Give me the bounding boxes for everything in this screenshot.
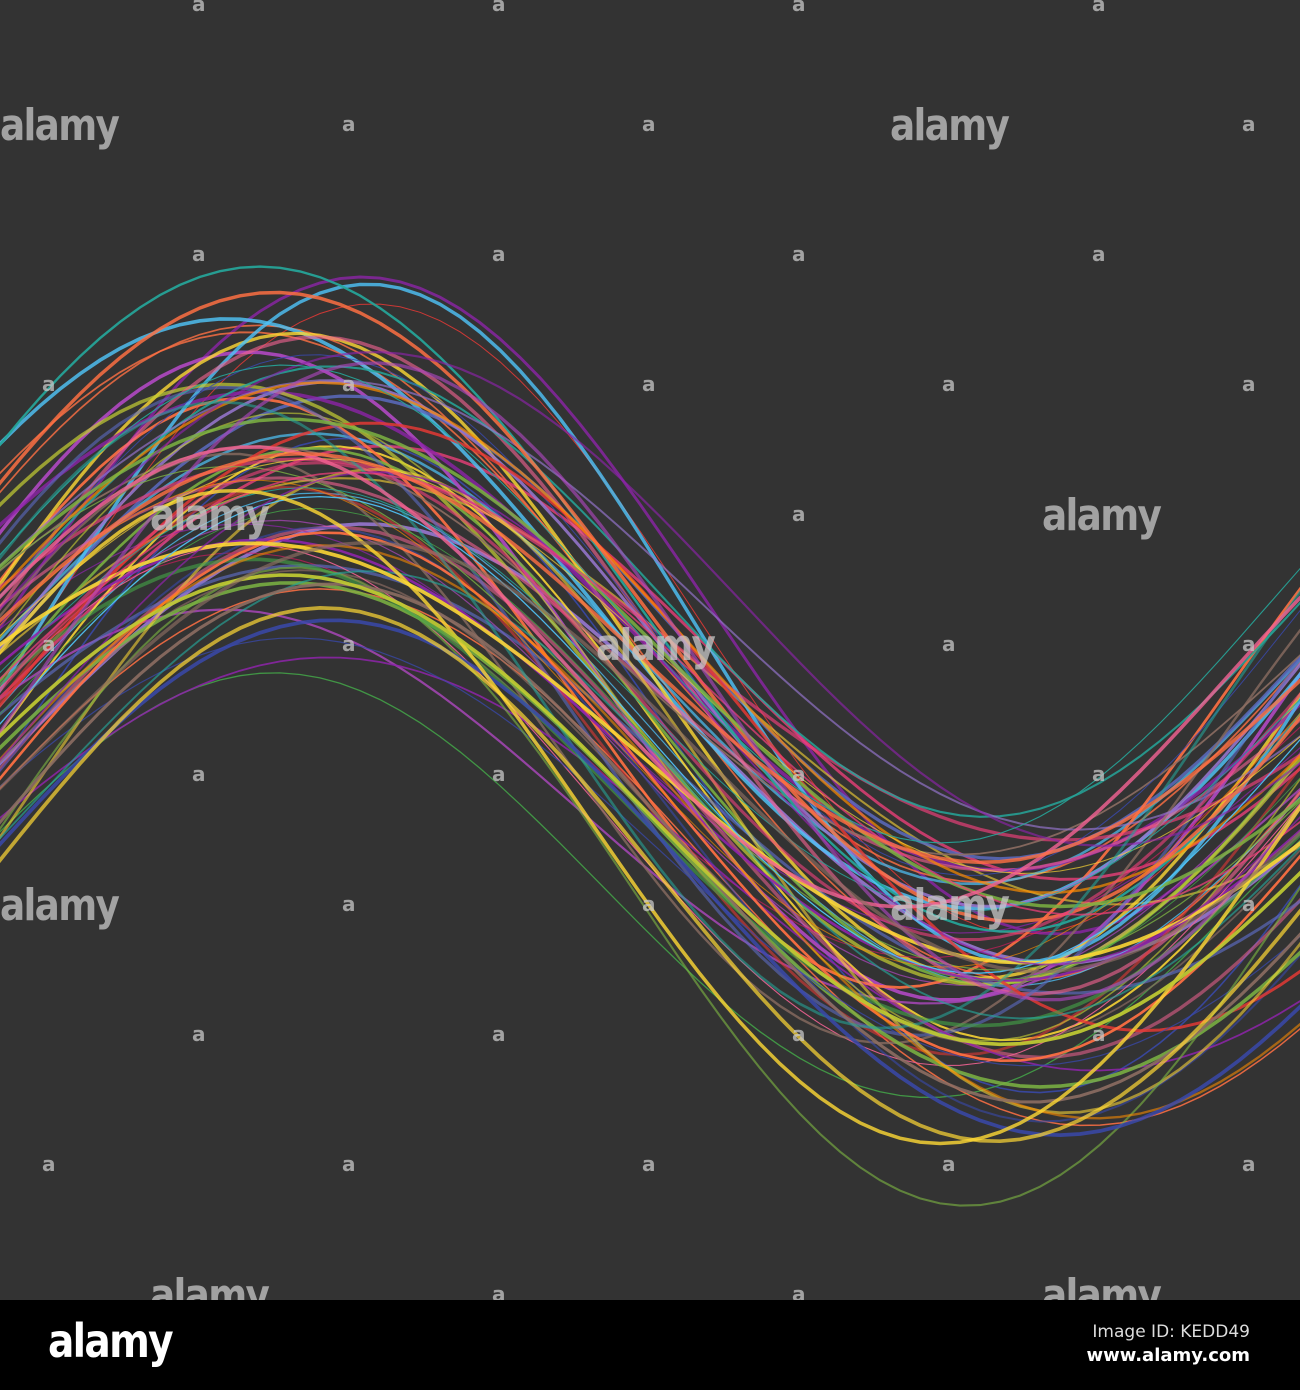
watermark-mark: a — [1092, 242, 1106, 266]
watermark-mark: a — [792, 242, 806, 266]
wave-line — [0, 495, 1300, 974]
abstract-wave-artwork: alamy alamy alamy alamy alamy alamy alamy alamy… — [0, 0, 1300, 1321]
wave-line — [0, 606, 1300, 1144]
watermark-mark: a — [1092, 0, 1106, 16]
wave-line — [0, 471, 1300, 966]
wave-line — [0, 417, 1300, 909]
watermark-mark: a — [792, 762, 806, 786]
watermark-mark: a — [792, 0, 806, 16]
wave-line — [0, 582, 1300, 1104]
wave-line — [0, 350, 1300, 848]
watermark-mark: a — [642, 892, 656, 916]
wave-line — [0, 588, 1300, 1127]
watermark-mark: a — [192, 1022, 206, 1046]
wave-line — [0, 637, 1300, 1067]
wave-line — [0, 458, 1300, 874]
watermark-logo: alamy — [596, 620, 716, 671]
wave-line — [0, 445, 1300, 909]
watermark-mark: a — [492, 1022, 506, 1046]
watermark-logo: alamy — [1042, 490, 1162, 541]
watermark-mark: a — [192, 762, 206, 786]
watermark-mark: a — [1242, 112, 1256, 136]
watermark-logo: alamy — [890, 100, 1010, 151]
watermark-mark: a — [642, 372, 656, 396]
watermark-mark: a — [342, 892, 356, 916]
wave-line — [0, 364, 1300, 844]
wave-line — [0, 361, 1300, 1002]
watermark-mark: a — [192, 242, 206, 266]
watermark-mark: a — [1242, 892, 1256, 916]
alamy-logo: alamy — [48, 1314, 174, 1368]
watermark-mark: a — [642, 112, 656, 136]
wave-line — [0, 581, 1300, 1089]
watermark-mark: a — [342, 372, 356, 396]
site-url: www.alamy.com — [1086, 1345, 1250, 1366]
wave-line — [0, 379, 1300, 831]
wave-line — [0, 471, 1300, 916]
watermark-mark: a — [1092, 1022, 1106, 1046]
wave-line — [0, 461, 1300, 942]
watermark-mark: a — [342, 632, 356, 656]
wave-line — [0, 479, 1300, 968]
watermark-mark: a — [1092, 762, 1106, 786]
footer-bar: alamy Image ID: KEDD49 www.alamy.com — [0, 1300, 1300, 1390]
watermark-mark: a — [1242, 372, 1256, 396]
watermark-mark: a — [942, 632, 956, 656]
watermark-mark: a — [1242, 1152, 1256, 1176]
wave-line — [0, 265, 1300, 933]
watermark-logo: alamy — [890, 880, 1010, 931]
watermark-mark: a — [492, 242, 506, 266]
wave-line — [0, 618, 1300, 1137]
watermark-mark: a — [792, 502, 806, 526]
watermark-mark: a — [492, 0, 506, 16]
wave-line — [0, 570, 1300, 1020]
watermark-logo: alamy — [0, 880, 120, 931]
watermark-mark: a — [492, 762, 506, 786]
wave-lines — [0, 265, 1300, 1207]
watermark-mark: a — [192, 0, 206, 16]
watermark-mark: a — [642, 1152, 656, 1176]
wave-line — [0, 488, 1300, 1146]
watermark-mark: a — [342, 1152, 356, 1176]
watermark-mark: a — [942, 1152, 956, 1176]
wave-line — [0, 541, 1300, 965]
wave-line — [0, 573, 1300, 1047]
wave-line — [0, 541, 1300, 974]
watermark-logo: alamy — [150, 490, 270, 541]
watermark-mark: a — [342, 112, 356, 136]
watermark-mark: a — [42, 372, 56, 396]
watermark-mark: a — [1242, 632, 1256, 656]
watermark-logo: alamy — [0, 100, 120, 151]
wave-line — [0, 672, 1300, 1098]
image-id: Image ID: KEDD49 — [1092, 1322, 1250, 1342]
watermark-mark: a — [792, 1022, 806, 1046]
wave-line — [0, 303, 1300, 935]
wave-line — [0, 400, 1300, 1030]
wave-line — [0, 487, 1300, 912]
wave-line — [0, 566, 1300, 1207]
watermark-mark: a — [942, 372, 956, 396]
watermark-mark: a — [42, 632, 56, 656]
wave-line — [0, 531, 1300, 1063]
wave-line — [0, 451, 1300, 865]
wave-line — [0, 365, 1300, 818]
watermark-mark: a — [42, 1152, 56, 1176]
